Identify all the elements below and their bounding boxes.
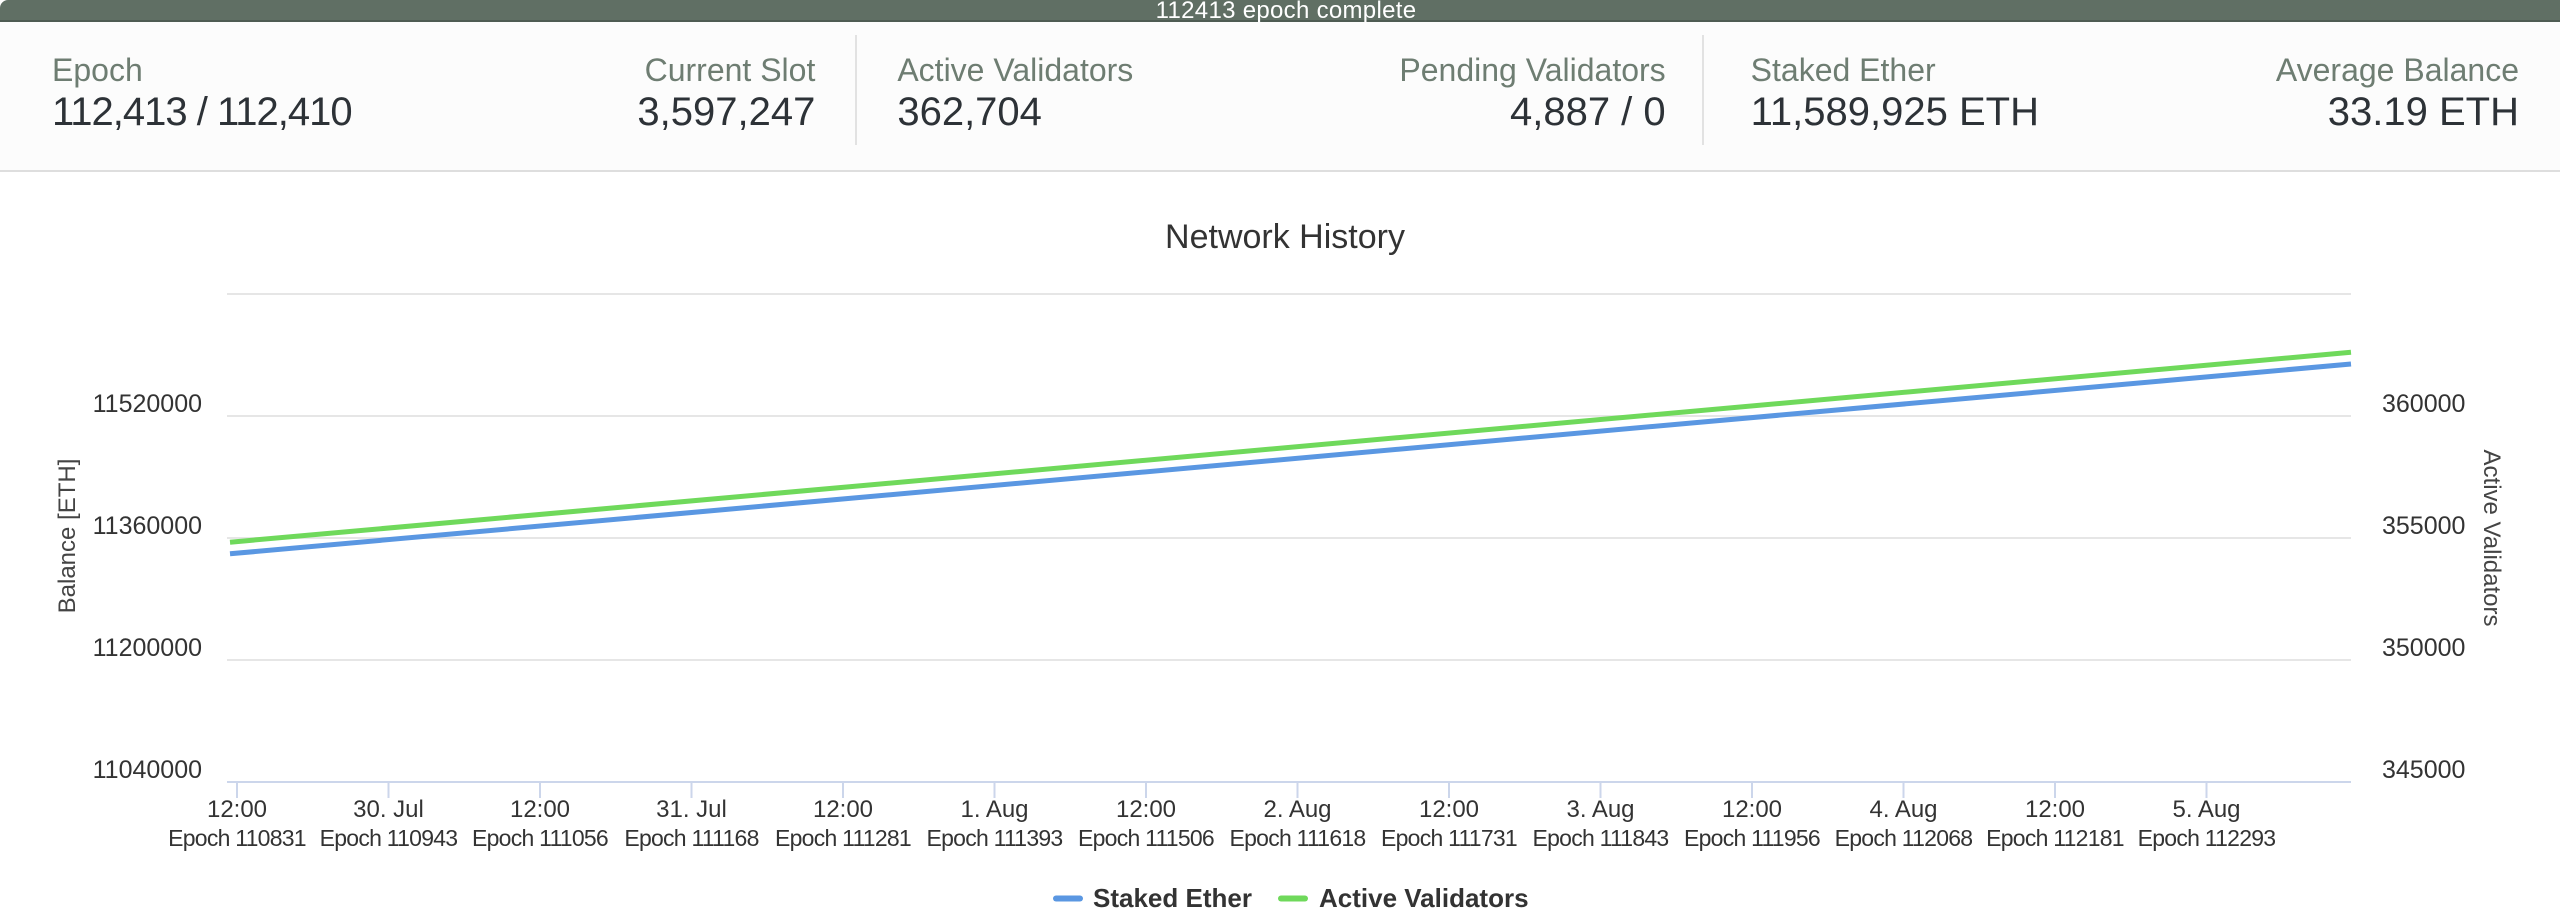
svg-text:350000: 350000 bbox=[2382, 634, 2465, 662]
svg-text:Active Validators: Active Validators bbox=[2478, 450, 2505, 627]
svg-text:Epoch 111506: Epoch 111506 bbox=[1078, 825, 1214, 851]
svg-text:Epoch 111731: Epoch 111731 bbox=[1381, 825, 1517, 851]
svg-text:12:00: 12:00 bbox=[2025, 796, 2085, 823]
svg-text:360000: 360000 bbox=[2382, 390, 2465, 418]
svg-text:Epoch 111618: Epoch 111618 bbox=[1230, 825, 1366, 851]
svg-text:Staked Ether: Staked Ether bbox=[1093, 883, 1252, 913]
svg-text:Balance [ETH]: Balance [ETH] bbox=[54, 459, 81, 614]
svg-text:Epoch 110943: Epoch 110943 bbox=[320, 825, 458, 851]
svg-text:Epoch 110831: Epoch 110831 bbox=[168, 825, 306, 851]
svg-text:Epoch 112293: Epoch 112293 bbox=[2138, 825, 2276, 851]
svg-text:Epoch 111956: Epoch 111956 bbox=[1684, 825, 1820, 851]
svg-text:Epoch 112181: Epoch 112181 bbox=[1986, 825, 2124, 851]
svg-text:Epoch 111843: Epoch 111843 bbox=[1533, 825, 1669, 851]
svg-text:1. Aug: 1. Aug bbox=[960, 796, 1028, 823]
svg-text:30. Jul: 30. Jul bbox=[353, 796, 424, 823]
svg-text:11200000: 11200000 bbox=[93, 634, 202, 662]
svg-text:Epoch 111056: Epoch 111056 bbox=[472, 825, 608, 851]
svg-text:345000: 345000 bbox=[2382, 756, 2465, 784]
svg-text:12:00: 12:00 bbox=[510, 796, 570, 823]
svg-text:2. Aug: 2. Aug bbox=[1263, 796, 1331, 823]
svg-text:355000: 355000 bbox=[2382, 512, 2465, 540]
svg-text:Epoch 111281: Epoch 111281 bbox=[775, 825, 911, 851]
svg-text:11040000: 11040000 bbox=[93, 756, 202, 784]
svg-text:12:00: 12:00 bbox=[813, 796, 873, 823]
svg-text:3. Aug: 3. Aug bbox=[1566, 796, 1634, 823]
svg-text:12:00: 12:00 bbox=[1722, 796, 1782, 823]
svg-text:31. Jul: 31. Jul bbox=[656, 796, 727, 823]
svg-text:Epoch 112068: Epoch 112068 bbox=[1835, 825, 1973, 851]
svg-text:11360000: 11360000 bbox=[93, 512, 202, 540]
svg-text:4. Aug: 4. Aug bbox=[1869, 796, 1937, 823]
svg-text:Network History: Network History bbox=[1165, 218, 1405, 256]
svg-text:12:00: 12:00 bbox=[207, 796, 267, 823]
svg-text:5. Aug: 5. Aug bbox=[2172, 796, 2240, 823]
svg-text:Active Validators: Active Validators bbox=[1319, 883, 1529, 913]
svg-text:11520000: 11520000 bbox=[93, 390, 202, 418]
svg-text:12:00: 12:00 bbox=[1419, 796, 1479, 823]
svg-text:12:00: 12:00 bbox=[1116, 796, 1176, 823]
svg-text:Epoch 111393: Epoch 111393 bbox=[927, 825, 1063, 851]
svg-text:Epoch 111168: Epoch 111168 bbox=[624, 825, 758, 851]
